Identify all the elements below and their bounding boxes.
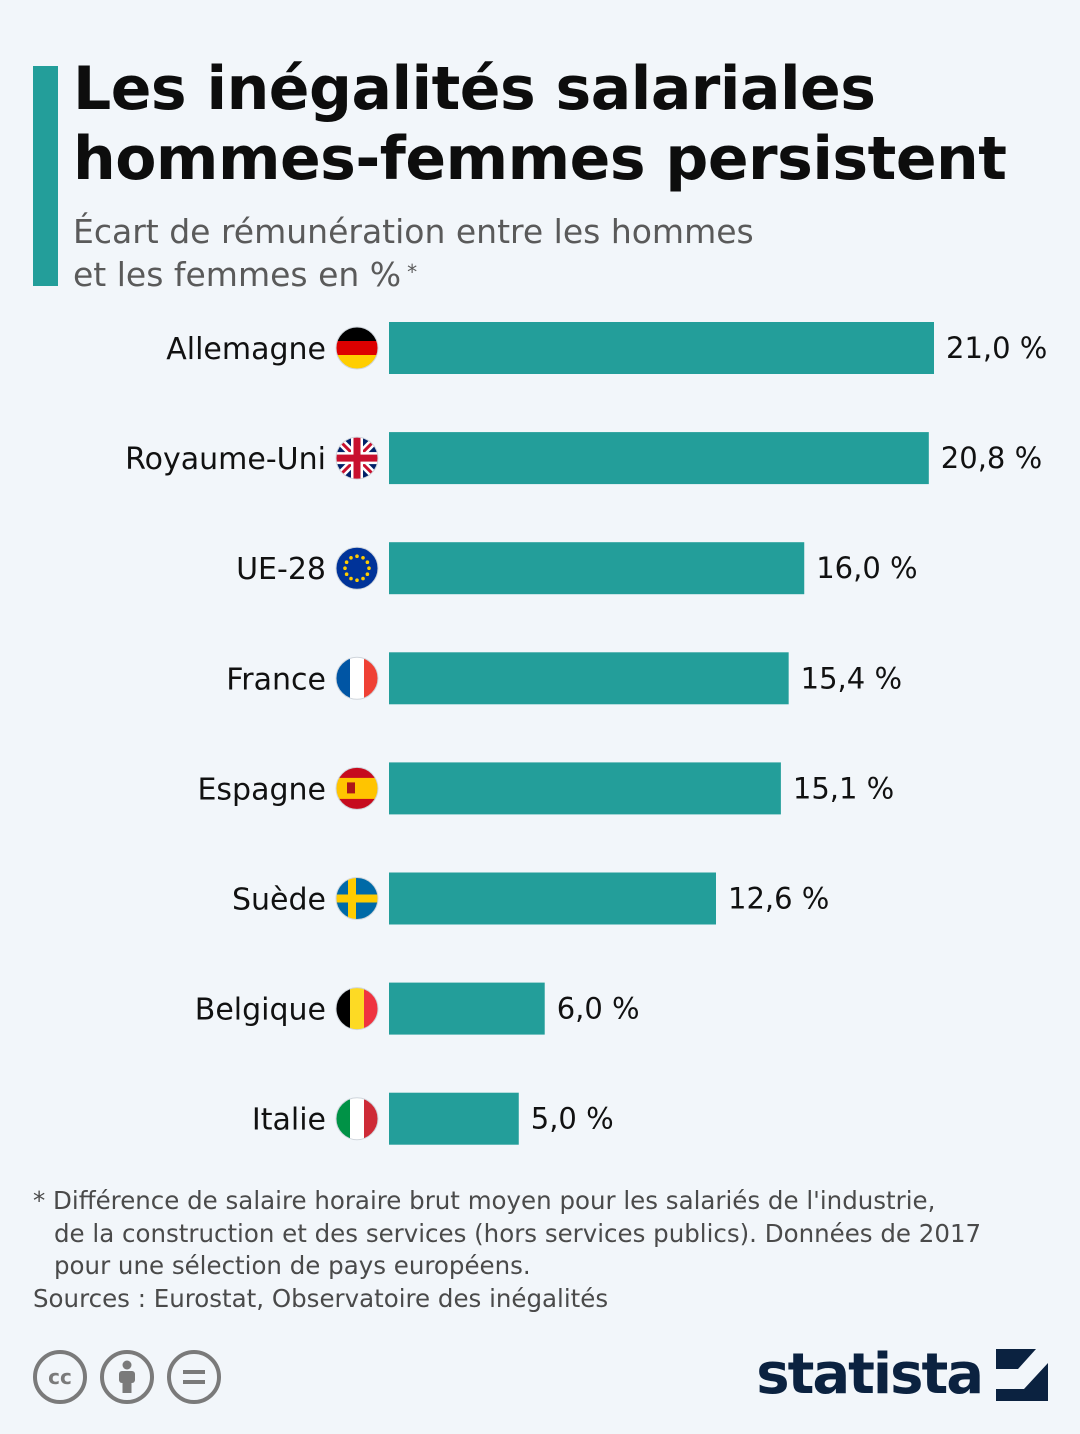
category-label: Royaume-Uni	[125, 442, 326, 477]
licence-icons: cc	[33, 1350, 221, 1404]
category-label: Allemagne	[166, 332, 326, 367]
bar	[389, 762, 781, 815]
bar	[389, 322, 934, 374]
france-flag-icon	[335, 656, 379, 700]
value-label: 15,4 %	[801, 661, 902, 695]
statista-logo-icon	[996, 1349, 1048, 1401]
value-label: 20,8 %	[941, 441, 1042, 475]
eu-flag-icon	[335, 546, 379, 590]
chart-subtitle: Écart de rémunération entre les hommes e…	[73, 210, 973, 296]
category-label: Italie	[252, 1103, 326, 1138]
no-derivatives-icon	[167, 1350, 221, 1404]
cc-icon: cc	[33, 1350, 87, 1404]
value-label: 12,6 %	[728, 882, 829, 916]
uk-flag-icon	[335, 436, 379, 480]
germany-flag-icon	[335, 326, 379, 370]
footnote: * Différence de salaire horaire brut moy…	[33, 1185, 1043, 1315]
bar	[389, 1092, 519, 1145]
sweden-flag-icon	[335, 877, 379, 920]
subtitle-footnote-marker: *	[407, 260, 418, 284]
bar	[389, 872, 716, 925]
footnote-line-3: pour une sélection de pays européens.	[54, 1251, 531, 1280]
brand-name: statista	[756, 1342, 984, 1407]
bar	[389, 432, 929, 485]
footnote-line-1: * Différence de salaire horaire brut moy…	[33, 1186, 936, 1215]
footnote-line-2: de la construction et des services (hors…	[54, 1218, 982, 1248]
category-label: Espagne	[197, 772, 326, 807]
italy-flag-icon	[335, 1097, 379, 1141]
title-accent-bar	[33, 66, 58, 286]
value-label: 21,0 %	[946, 331, 1047, 365]
subtitle-line-2-text: et les femmes en %	[73, 255, 402, 294]
value-label: 15,1 %	[793, 771, 894, 805]
spain-flag-icon	[335, 766, 379, 810]
attribution-icon	[100, 1350, 154, 1404]
belgium-flag-icon	[335, 987, 379, 1031]
title-line-1: Les inégalités salariales	[73, 54, 876, 124]
category-label: France	[226, 662, 326, 697]
value-label: 16,0 %	[816, 551, 917, 585]
statista-logo: statista	[756, 1345, 1048, 1405]
bar	[389, 982, 545, 1035]
category-label: UE-28	[236, 552, 326, 587]
bar	[389, 542, 805, 595]
subtitle-line-2: et les femmes en % *	[73, 253, 973, 296]
bar-chart: Allemagne 21,0 % Royaume-Uni 20,8 % UE-28 16,…	[125, 322, 1047, 1145]
value-label: 5,0 %	[531, 1102, 614, 1136]
category-label: Belgique	[195, 993, 326, 1028]
title-line-2: hommes-femmes persistent	[73, 124, 1007, 194]
sources: Sources : Eurostat, Observatoire des iné…	[33, 1283, 609, 1313]
subtitle-line-1: Écart de rémunération entre les hommes	[73, 212, 754, 251]
value-label: 6,0 %	[557, 992, 640, 1026]
bar	[389, 652, 789, 705]
category-label: Suède	[232, 883, 326, 918]
chart-title: Les inégalités salariales hommes-femmes …	[73, 54, 1053, 194]
